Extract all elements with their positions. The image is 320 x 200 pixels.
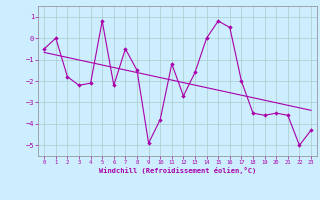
Point — [192, 71, 197, 74]
Point — [42, 47, 47, 50]
Point — [274, 112, 279, 115]
Point — [146, 142, 151, 145]
Point — [216, 19, 221, 23]
Point — [308, 129, 314, 132]
Point — [134, 69, 140, 72]
Point — [76, 84, 82, 87]
Point — [297, 144, 302, 147]
Point — [204, 37, 209, 40]
Point — [285, 114, 290, 117]
Point — [227, 26, 232, 29]
Point — [100, 19, 105, 23]
Point — [88, 82, 93, 85]
Point — [251, 112, 256, 115]
Point — [65, 75, 70, 78]
Point — [111, 84, 116, 87]
Point — [169, 62, 174, 65]
Point — [53, 37, 58, 40]
Point — [181, 94, 186, 98]
Point — [123, 47, 128, 50]
Point — [239, 79, 244, 83]
X-axis label: Windchill (Refroidissement éolien,°C): Windchill (Refroidissement éolien,°C) — [99, 167, 256, 174]
Point — [262, 114, 267, 117]
Point — [158, 118, 163, 121]
